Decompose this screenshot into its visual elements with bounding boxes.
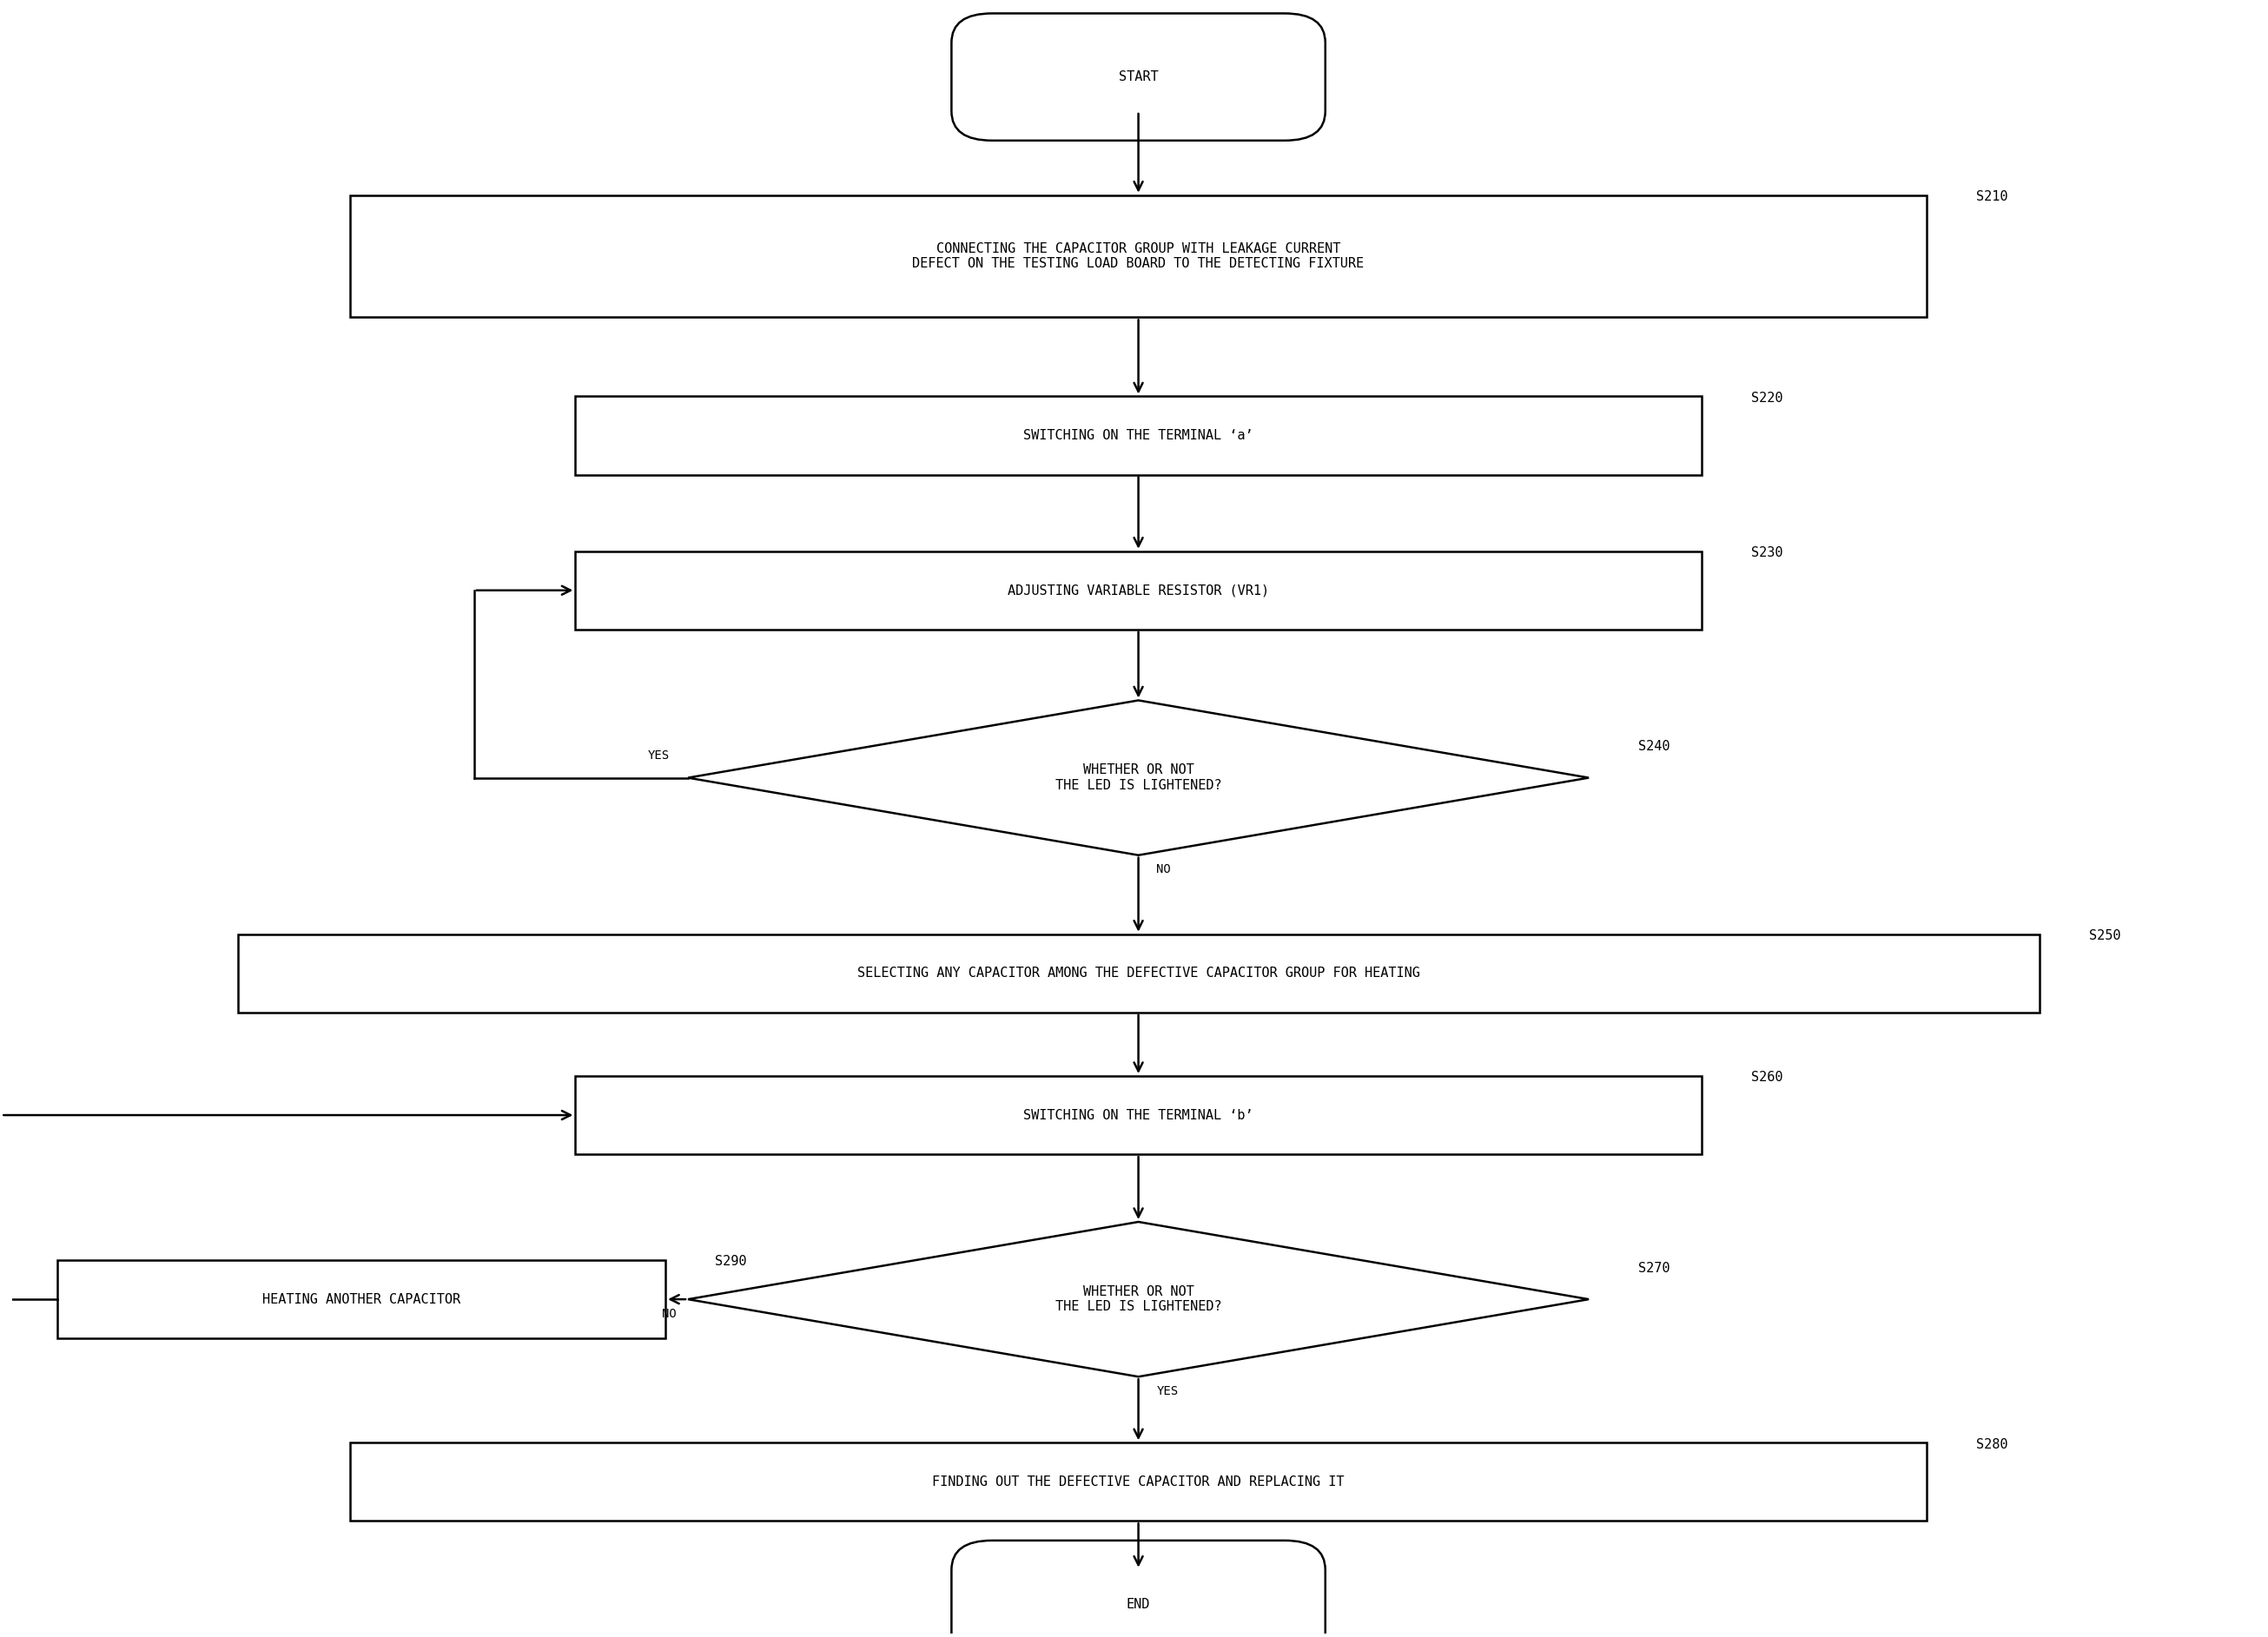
FancyBboxPatch shape bbox=[57, 1260, 665, 1339]
FancyBboxPatch shape bbox=[349, 195, 1926, 318]
Text: NO: NO bbox=[1157, 863, 1170, 876]
FancyBboxPatch shape bbox=[238, 935, 2039, 1012]
Text: SWITCHING ON THE TERMINAL ‘a’: SWITCHING ON THE TERMINAL ‘a’ bbox=[1023, 429, 1254, 442]
Text: S260: S260 bbox=[1751, 1071, 1783, 1084]
Text: FINDING OUT THE DEFECTIVE CAPACITOR AND REPLACING IT: FINDING OUT THE DEFECTIVE CAPACITOR AND … bbox=[932, 1475, 1345, 1488]
Text: YES: YES bbox=[1157, 1385, 1179, 1396]
Text: CONNECTING THE CAPACITOR GROUP WITH LEAKAGE CURRENT
DEFECT ON THE TESTING LOAD B: CONNECTING THE CAPACITOR GROUP WITH LEAK… bbox=[912, 242, 1365, 270]
Text: S220: S220 bbox=[1751, 391, 1783, 404]
FancyBboxPatch shape bbox=[576, 552, 1701, 630]
FancyBboxPatch shape bbox=[953, 1540, 1325, 1637]
Text: S210: S210 bbox=[1975, 190, 2007, 203]
Text: END: END bbox=[1127, 1598, 1150, 1611]
Text: HEATING ANOTHER CAPACITOR: HEATING ANOTHER CAPACITOR bbox=[263, 1293, 460, 1306]
Text: S250: S250 bbox=[2089, 930, 2121, 943]
Text: S280: S280 bbox=[1975, 1437, 2007, 1450]
Text: WHETHER OR NOT
THE LED IS LIGHTENED?: WHETHER OR NOT THE LED IS LIGHTENED? bbox=[1055, 764, 1222, 792]
Text: S290: S290 bbox=[714, 1256, 746, 1269]
Text: S240: S240 bbox=[1637, 740, 1669, 753]
Text: START: START bbox=[1118, 70, 1159, 83]
Text: WHETHER OR NOT
THE LED IS LIGHTENED?: WHETHER OR NOT THE LED IS LIGHTENED? bbox=[1055, 1285, 1222, 1313]
FancyBboxPatch shape bbox=[953, 13, 1325, 141]
Text: S270: S270 bbox=[1637, 1262, 1669, 1275]
Text: SWITCHING ON THE TERMINAL ‘b’: SWITCHING ON THE TERMINAL ‘b’ bbox=[1023, 1108, 1254, 1121]
Polygon shape bbox=[687, 1221, 1590, 1377]
Text: NO: NO bbox=[662, 1308, 676, 1319]
FancyBboxPatch shape bbox=[576, 1076, 1701, 1154]
FancyBboxPatch shape bbox=[576, 396, 1701, 475]
Polygon shape bbox=[687, 701, 1590, 855]
FancyBboxPatch shape bbox=[349, 1442, 1926, 1521]
Text: SELECTING ANY CAPACITOR AMONG THE DEFECTIVE CAPACITOR GROUP FOR HEATING: SELECTING ANY CAPACITOR AMONG THE DEFECT… bbox=[857, 967, 1420, 981]
Text: YES: YES bbox=[649, 750, 669, 761]
Text: ADJUSTING VARIABLE RESISTOR (VR1): ADJUSTING VARIABLE RESISTOR (VR1) bbox=[1007, 584, 1270, 598]
Text: S230: S230 bbox=[1751, 547, 1783, 560]
